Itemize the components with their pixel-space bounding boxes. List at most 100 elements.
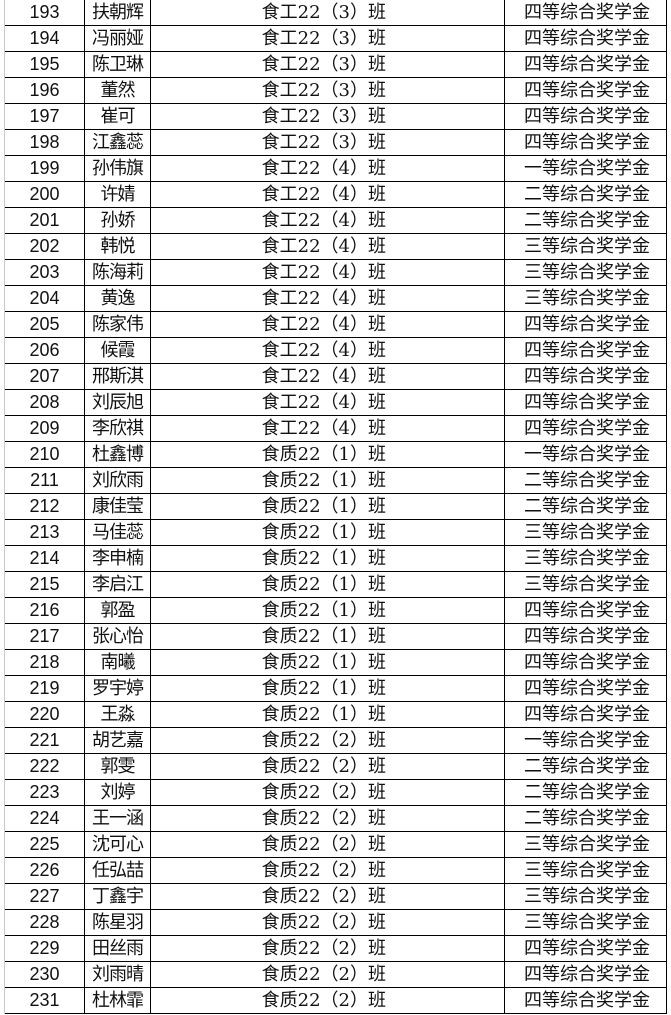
class-cell[interactable]: 食工22（4）班 bbox=[150, 155, 505, 182]
award-cell[interactable]: 一等综合奖学金 bbox=[504, 155, 667, 182]
award-cell[interactable]: 二等综合奖学金 bbox=[504, 181, 667, 208]
student-name-cell[interactable]: 李申楠 bbox=[84, 545, 151, 572]
student-name-cell[interactable]: 黄逸 bbox=[84, 285, 151, 312]
row-number-cell[interactable]: 201 bbox=[5, 207, 85, 234]
class-cell[interactable]: 食质22（1）班 bbox=[150, 493, 505, 520]
award-cell[interactable]: 三等综合奖学金 bbox=[504, 909, 667, 936]
class-cell[interactable]: 食质22（1）班 bbox=[150, 545, 505, 572]
row-number-cell[interactable]: 228 bbox=[5, 909, 85, 936]
row-number-cell[interactable]: 230 bbox=[5, 961, 85, 988]
row-number-cell[interactable]: 199 bbox=[5, 155, 85, 182]
award-cell[interactable]: 四等综合奖学金 bbox=[504, 649, 667, 676]
student-name-cell[interactable]: 刘欣雨 bbox=[84, 467, 151, 494]
row-number-cell[interactable]: 202 bbox=[5, 233, 85, 260]
row-number-cell[interactable]: 217 bbox=[5, 623, 85, 650]
row-number-cell[interactable]: 219 bbox=[5, 675, 85, 702]
award-cell[interactable]: 四等综合奖学金 bbox=[504, 389, 667, 416]
class-cell[interactable]: 食工22（3）班 bbox=[150, 51, 505, 78]
student-name-cell[interactable]: 刘辰旭 bbox=[84, 389, 151, 416]
row-number-cell[interactable]: 212 bbox=[5, 493, 85, 520]
student-name-cell[interactable]: 马佳蕊 bbox=[84, 519, 151, 546]
student-name-cell[interactable]: 南曦 bbox=[84, 649, 151, 676]
student-name-cell[interactable]: 任弘喆 bbox=[84, 857, 151, 884]
award-cell[interactable]: 二等综合奖学金 bbox=[504, 753, 667, 780]
student-name-cell[interactable]: 陈海莉 bbox=[84, 259, 151, 286]
student-name-cell[interactable]: 陈卫琳 bbox=[84, 51, 151, 78]
class-cell[interactable]: 食质22（2）班 bbox=[150, 857, 505, 884]
award-cell[interactable]: 三等综合奖学金 bbox=[504, 259, 667, 286]
class-cell[interactable]: 食质22（1）班 bbox=[150, 519, 505, 546]
award-cell[interactable]: 二等综合奖学金 bbox=[504, 467, 667, 494]
award-cell[interactable]: 四等综合奖学金 bbox=[504, 311, 667, 338]
class-cell[interactable]: 食质22（1）班 bbox=[150, 597, 505, 624]
award-cell[interactable]: 四等综合奖学金 bbox=[504, 51, 667, 78]
award-cell[interactable]: 三等综合奖学金 bbox=[504, 571, 667, 598]
student-name-cell[interactable]: 王淼 bbox=[84, 701, 151, 728]
class-cell[interactable]: 食工22（3）班 bbox=[150, 0, 505, 26]
student-name-cell[interactable]: 王一涵 bbox=[84, 805, 151, 832]
student-name-cell[interactable]: 孙娇 bbox=[84, 207, 151, 234]
class-cell[interactable]: 食工22（4）班 bbox=[150, 285, 505, 312]
student-name-cell[interactable]: 冯丽娅 bbox=[84, 25, 151, 52]
class-cell[interactable]: 食质22（2）班 bbox=[150, 727, 505, 754]
student-name-cell[interactable]: 杜鑫博 bbox=[84, 441, 151, 468]
award-cell[interactable]: 四等综合奖学金 bbox=[504, 701, 667, 728]
award-cell[interactable]: 三等综合奖学金 bbox=[504, 883, 667, 910]
row-number-cell[interactable]: 194 bbox=[5, 25, 85, 52]
class-cell[interactable]: 食工22（4）班 bbox=[150, 337, 505, 364]
student-name-cell[interactable]: 崔可 bbox=[84, 103, 151, 130]
row-number-cell[interactable]: 196 bbox=[5, 77, 85, 104]
class-cell[interactable]: 食质22（2）班 bbox=[150, 961, 505, 988]
row-number-cell[interactable]: 193 bbox=[5, 0, 85, 26]
student-name-cell[interactable]: 候霞 bbox=[84, 337, 151, 364]
award-cell[interactable]: 三等综合奖学金 bbox=[504, 285, 667, 312]
row-number-cell[interactable]: 223 bbox=[5, 779, 85, 806]
student-name-cell[interactable]: 张心怡 bbox=[84, 623, 151, 650]
row-number-cell[interactable]: 197 bbox=[5, 103, 85, 130]
class-cell[interactable]: 食质22（2）班 bbox=[150, 883, 505, 910]
class-cell[interactable]: 食工22（3）班 bbox=[150, 77, 505, 104]
class-cell[interactable]: 食质22（1）班 bbox=[150, 441, 505, 468]
row-number-cell[interactable]: 222 bbox=[5, 753, 85, 780]
class-cell[interactable]: 食工22（4）班 bbox=[150, 311, 505, 338]
row-number-cell[interactable]: 208 bbox=[5, 389, 85, 416]
award-cell[interactable]: 四等综合奖学金 bbox=[504, 129, 667, 156]
award-cell[interactable]: 三等综合奖学金 bbox=[504, 519, 667, 546]
class-cell[interactable]: 食工22（4）班 bbox=[150, 233, 505, 260]
class-cell[interactable]: 食工22（3）班 bbox=[150, 25, 505, 52]
award-cell[interactable]: 三等综合奖学金 bbox=[504, 233, 667, 260]
student-name-cell[interactable]: 邢斯淇 bbox=[84, 363, 151, 390]
student-name-cell[interactable]: 郭雯 bbox=[84, 753, 151, 780]
row-number-cell[interactable]: 225 bbox=[5, 831, 85, 858]
award-cell[interactable]: 四等综合奖学金 bbox=[504, 337, 667, 364]
student-name-cell[interactable]: 李启江 bbox=[84, 571, 151, 598]
student-name-cell[interactable]: 胡艺嘉 bbox=[84, 727, 151, 754]
award-cell[interactable]: 四等综合奖学金 bbox=[504, 363, 667, 390]
award-cell[interactable]: 四等综合奖学金 bbox=[504, 961, 667, 988]
award-cell[interactable]: 四等综合奖学金 bbox=[504, 77, 667, 104]
award-cell[interactable]: 四等综合奖学金 bbox=[504, 935, 667, 962]
row-number-cell[interactable]: 195 bbox=[5, 51, 85, 78]
row-number-cell[interactable]: 231 bbox=[5, 987, 85, 1014]
class-cell[interactable]: 食工22（3）班 bbox=[150, 103, 505, 130]
class-cell[interactable]: 食质22（2）班 bbox=[150, 935, 505, 962]
row-number-cell[interactable]: 200 bbox=[5, 181, 85, 208]
row-number-cell[interactable]: 220 bbox=[5, 701, 85, 728]
row-number-cell[interactable]: 209 bbox=[5, 415, 85, 442]
row-number-cell[interactable]: 218 bbox=[5, 649, 85, 676]
student-name-cell[interactable]: 田丝雨 bbox=[84, 935, 151, 962]
award-cell[interactable]: 一等综合奖学金 bbox=[504, 441, 667, 468]
award-cell[interactable]: 二等综合奖学金 bbox=[504, 779, 667, 806]
class-cell[interactable]: 食质22（2）班 bbox=[150, 831, 505, 858]
award-cell[interactable]: 四等综合奖学金 bbox=[504, 0, 667, 26]
row-number-cell[interactable]: 211 bbox=[5, 467, 85, 494]
class-cell[interactable]: 食质22（2）班 bbox=[150, 753, 505, 780]
award-cell[interactable]: 二等综合奖学金 bbox=[504, 805, 667, 832]
award-cell[interactable]: 四等综合奖学金 bbox=[504, 597, 667, 624]
student-name-cell[interactable]: 杜林霏 bbox=[84, 987, 151, 1014]
award-cell[interactable]: 四等综合奖学金 bbox=[504, 25, 667, 52]
row-number-cell[interactable]: 206 bbox=[5, 337, 85, 364]
class-cell[interactable]: 食质22（2）班 bbox=[150, 779, 505, 806]
award-cell[interactable]: 二等综合奖学金 bbox=[504, 493, 667, 520]
class-cell[interactable]: 食工22（4）班 bbox=[150, 259, 505, 286]
